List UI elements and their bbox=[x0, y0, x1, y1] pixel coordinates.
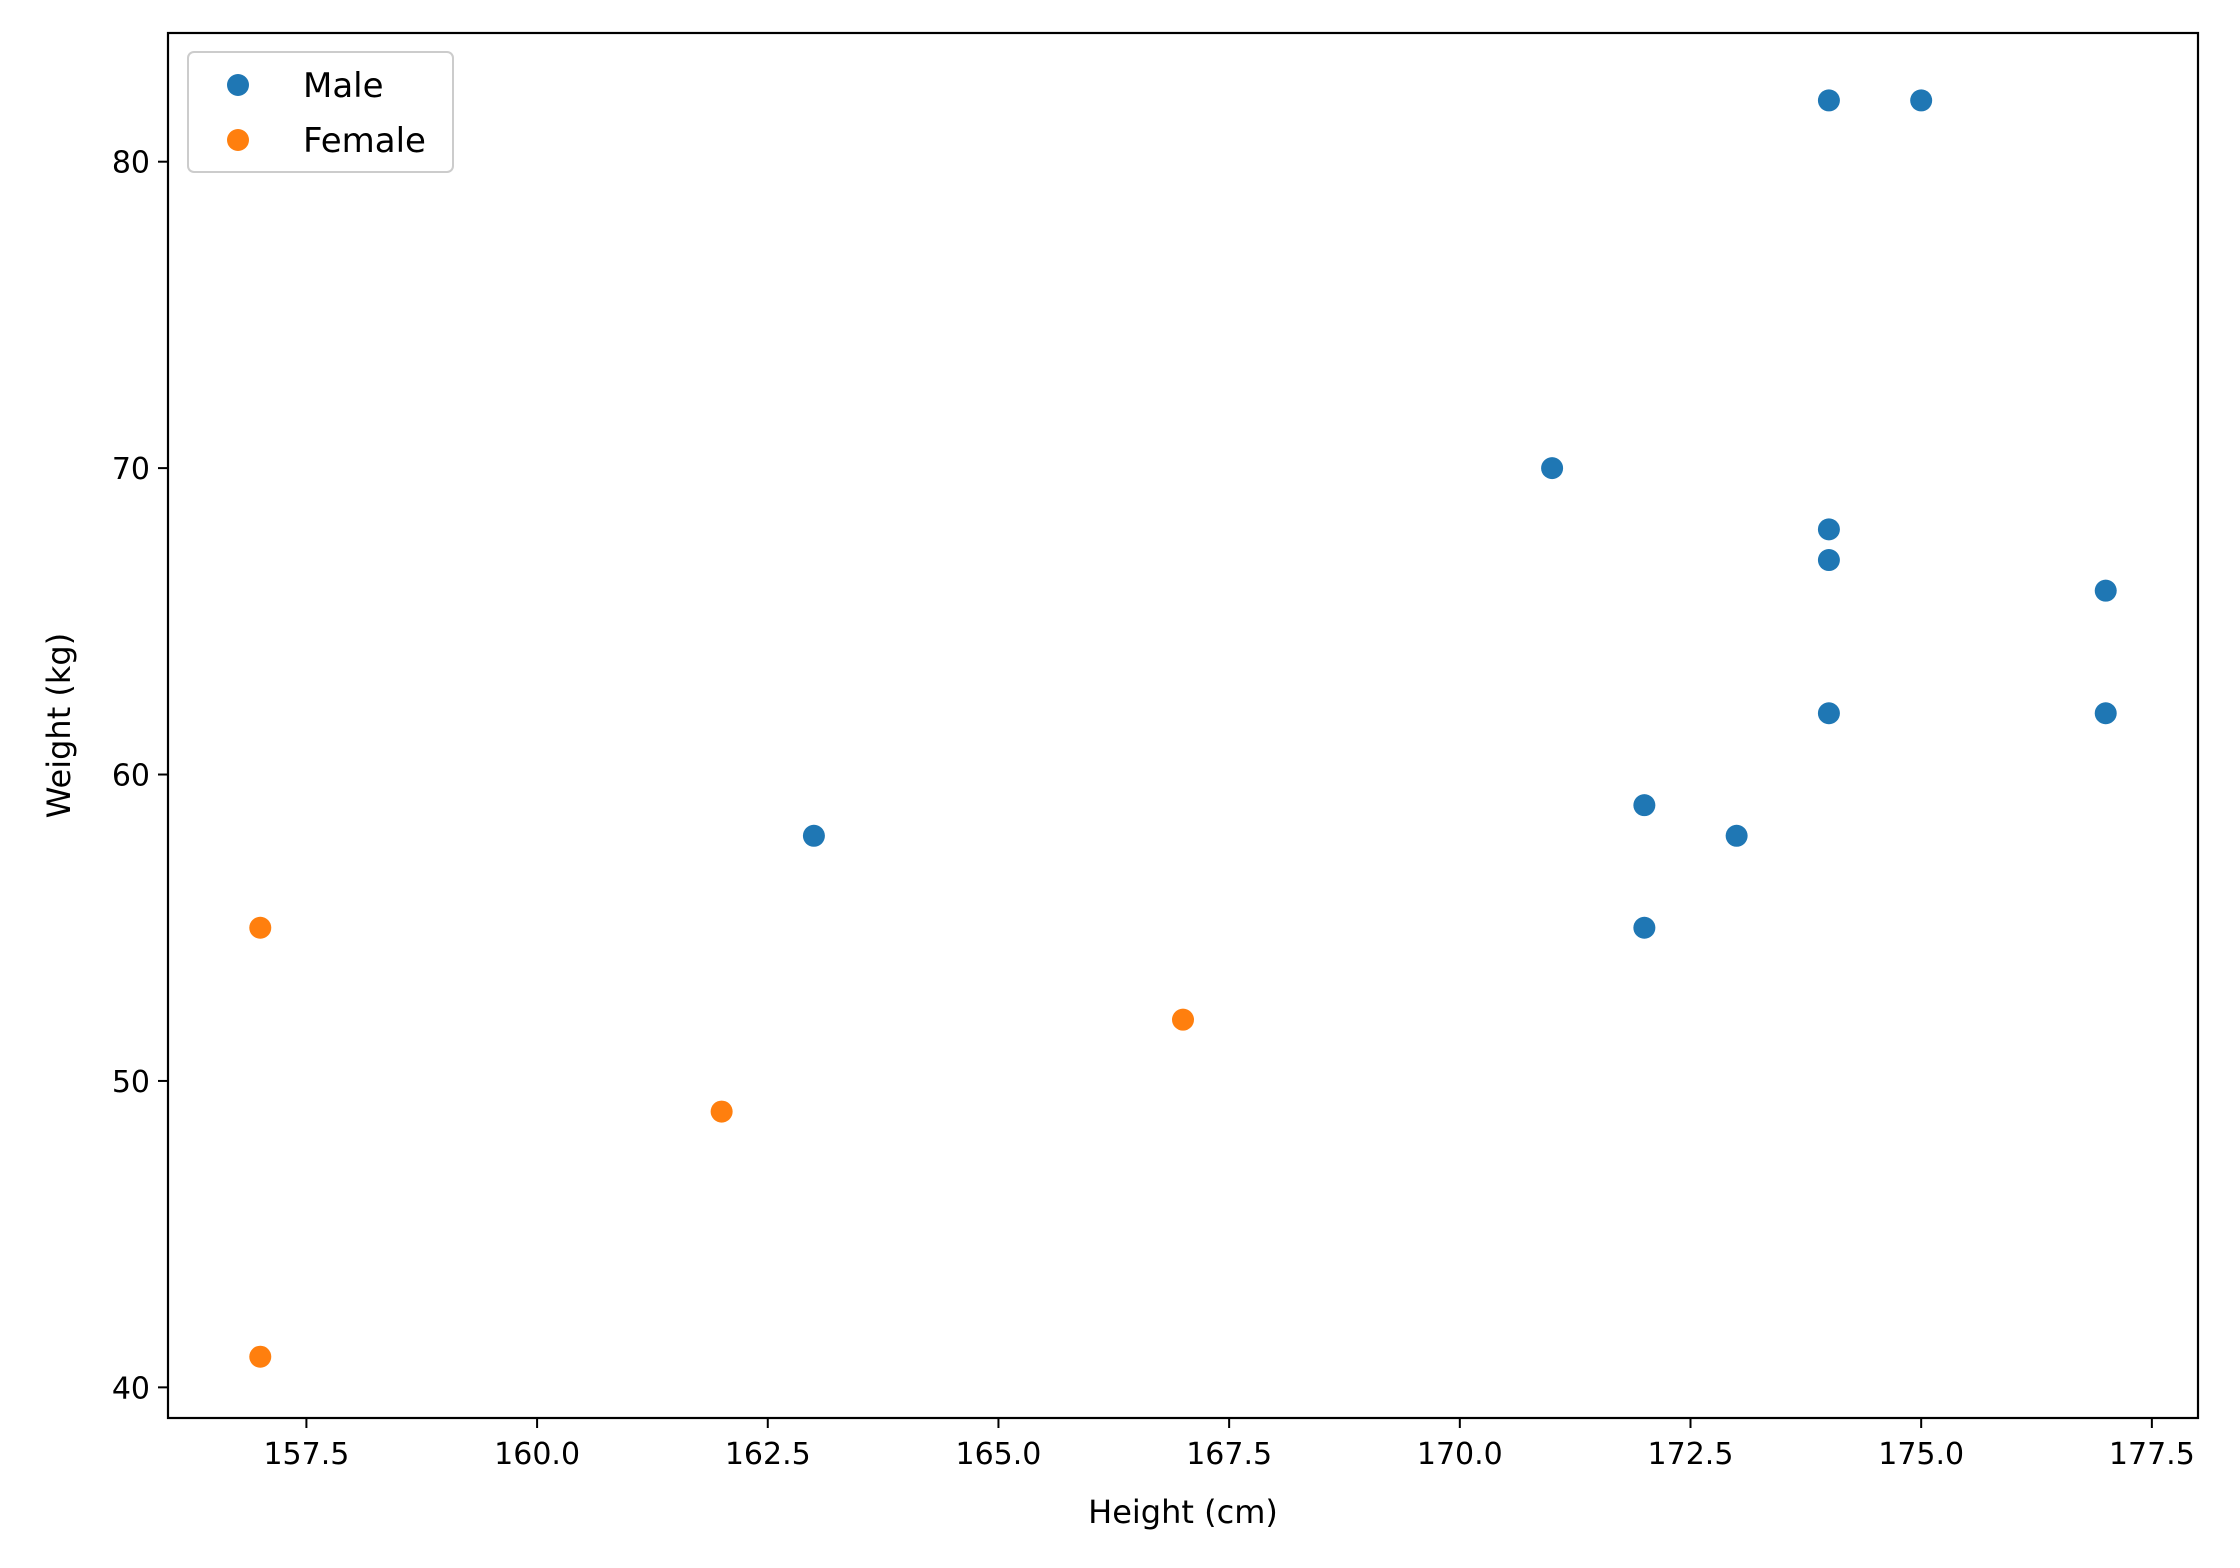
y-tick-label: 80 bbox=[112, 146, 150, 181]
point-male-9 bbox=[1910, 89, 1933, 112]
points-layer bbox=[249, 89, 2117, 1368]
y-axis: 40 50 60 70 80 bbox=[112, 146, 168, 1406]
y-tick-label: 70 bbox=[112, 452, 150, 487]
point-male-11 bbox=[2094, 702, 2117, 725]
point-male-10 bbox=[2094, 579, 2117, 602]
legend-frame bbox=[187, 51, 454, 173]
point-male-1 bbox=[1541, 457, 1564, 480]
x-tick-label: 162.5 bbox=[725, 1437, 811, 1472]
x-tick-label: 160.0 bbox=[494, 1437, 580, 1472]
point-female-3 bbox=[1172, 1008, 1194, 1031]
legend-label-male: Male bbox=[303, 66, 384, 106]
y-tick-label: 50 bbox=[112, 1065, 150, 1100]
point-female-2 bbox=[710, 1100, 733, 1123]
plot-area-frame bbox=[166, 31, 2200, 1420]
point-male-6 bbox=[1817, 518, 1840, 541]
legend: Male Female bbox=[187, 51, 454, 173]
x-tick-label: 157.5 bbox=[263, 1437, 349, 1472]
x-axis-label: Height (cm) bbox=[1088, 1493, 1278, 1531]
point-male-8 bbox=[1817, 702, 1840, 725]
point-female-1 bbox=[249, 1345, 272, 1368]
point-male-7 bbox=[1817, 549, 1840, 572]
point-male-2 bbox=[1633, 794, 1656, 817]
x-tick-label: 165.0 bbox=[956, 1437, 1042, 1472]
x-tick-label: 175.0 bbox=[1878, 1437, 1964, 1472]
legend-label-female: Female bbox=[303, 121, 426, 161]
point-male-3 bbox=[1633, 916, 1656, 939]
x-tick-label: 170.0 bbox=[1417, 1437, 1503, 1472]
x-tick-label: 167.5 bbox=[1186, 1437, 1272, 1472]
y-tick-label: 40 bbox=[112, 1371, 150, 1406]
point-female-0 bbox=[249, 916, 272, 939]
y-tick-label: 60 bbox=[112, 759, 150, 794]
x-tick-label: 172.5 bbox=[1648, 1437, 1734, 1472]
point-male-0 bbox=[802, 824, 825, 847]
x-tick-label: 177.5 bbox=[2109, 1437, 2195, 1472]
point-male-5 bbox=[1817, 89, 1840, 112]
y-axis-label: Weight (kg) bbox=[40, 633, 78, 818]
legend-marker-female bbox=[227, 129, 249, 151]
x-axis: 157.5 160.0 162.5 165.0 167.5 170.0 172.5 175.0… bbox=[263, 1418, 2195, 1472]
legend-marker-male bbox=[227, 74, 249, 96]
point-male-4 bbox=[1725, 824, 1748, 847]
